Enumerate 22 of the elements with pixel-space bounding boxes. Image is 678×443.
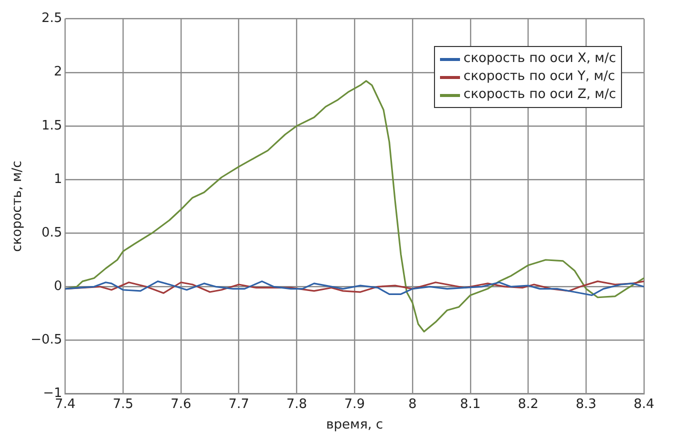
y-tick-label: −0.5 <box>30 332 62 348</box>
y-axis-title: скорость, м/с <box>10 160 26 252</box>
x-tick-label: 7.9 <box>344 396 365 412</box>
y-tick-label: 2 <box>54 64 62 80</box>
x-tick-label: 7.5 <box>112 396 134 412</box>
x-tick-label: 8 <box>408 396 417 412</box>
y-tick-label: 1.5 <box>41 118 62 134</box>
legend-label: скорость по оси X, м/с <box>464 50 616 68</box>
x-tick-label: 8.3 <box>576 396 596 412</box>
x-tick-label: 7.7 <box>228 396 250 412</box>
y-tick-label: 0 <box>54 279 62 294</box>
legend-label: скорость по оси Y, м/с <box>464 68 616 86</box>
legend-label: скорость по оси Z, м/с <box>464 86 616 104</box>
y-tick-label: 1 <box>54 172 62 187</box>
x-tick-label: 7.8 <box>286 396 308 412</box>
x-tick-label: 8.4 <box>634 396 654 412</box>
x-tick-label: 7.6 <box>170 396 192 412</box>
x-tick-label: 8.1 <box>460 396 481 412</box>
x-tick-label: 8.2 <box>518 396 539 412</box>
x-axis-title: время, с <box>326 418 384 433</box>
y-tick-label: 0.5 <box>41 225 62 240</box>
y-tick-label: 2.5 <box>41 11 62 26</box>
